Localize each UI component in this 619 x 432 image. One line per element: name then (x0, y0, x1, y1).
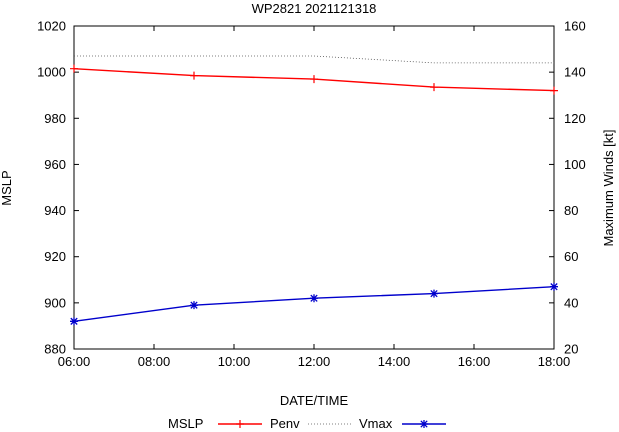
y2-tick-label: 80 (564, 203, 578, 218)
y2-axis-title: Maximum Winds [kt] (601, 129, 616, 246)
plus-marker (430, 83, 438, 92)
chart-title: WP2821 2021121318 (252, 1, 377, 16)
legend-label-penv: Penv (270, 416, 300, 431)
star-marker (430, 289, 438, 298)
series-line (74, 55, 554, 64)
star-marker (70, 317, 78, 326)
x-tick-label: 18:00 (538, 354, 571, 369)
x-tick-label: 12:00 (298, 354, 331, 369)
y2-tick-label: 160 (564, 19, 586, 34)
y-tick-label: 880 (44, 342, 66, 357)
plus-marker (190, 71, 198, 80)
y-axis-title: MSLP (0, 170, 14, 205)
y-tick-label: 980 (44, 111, 66, 126)
series-layer (70, 55, 558, 326)
legend-label-vmax: Vmax (359, 416, 393, 431)
star-marker (190, 301, 198, 310)
y-tick-label: 1000 (37, 65, 66, 80)
y-tick-label: 920 (44, 249, 66, 264)
y2-tick-label: 140 (564, 65, 586, 80)
series-penv (70, 64, 558, 95)
plus-marker (70, 64, 78, 73)
star-marker (310, 294, 318, 303)
y-tick-label: 1020 (37, 19, 66, 34)
series-dotted (74, 55, 554, 64)
x-axis-title: DATE/TIME (280, 393, 349, 408)
y-axis-left: 880 900 920 940 960 980 1000 1020 (37, 19, 79, 357)
y2-tick-label: 40 (564, 295, 578, 310)
star-marker (420, 420, 428, 428)
x-tick-label: 10:00 (218, 354, 251, 369)
y-axis-right: 20 40 60 80 100 120 140 160 (549, 19, 586, 357)
star-marker (550, 282, 558, 291)
series-vmax (70, 282, 558, 326)
y-tick-label: 900 (44, 295, 66, 310)
series-line (73, 286, 555, 322)
x-tick-label: 14:00 (378, 354, 411, 369)
y2-tick-label: 120 (564, 111, 586, 126)
x-tick-label: 06:00 (58, 354, 91, 369)
y2-tick-label: 100 (564, 157, 586, 172)
x-tick-label: 16:00 (458, 354, 491, 369)
plus-marker (550, 86, 558, 95)
plus-marker (310, 75, 318, 84)
legend-title: MSLP (168, 416, 203, 431)
y-tick-label: 960 (44, 157, 66, 172)
y-tick-label: 940 (44, 203, 66, 218)
plus-marker (236, 420, 244, 428)
y2-tick-label: 60 (564, 249, 578, 264)
x-tick-label: 08:00 (138, 354, 171, 369)
y2-tick-label: 20 (564, 342, 578, 357)
x-axis: 06:00 08:00 10:00 12:00 14:00 16:00 18:00 (58, 26, 571, 369)
legend: MSLP Penv Vmax (168, 416, 446, 431)
